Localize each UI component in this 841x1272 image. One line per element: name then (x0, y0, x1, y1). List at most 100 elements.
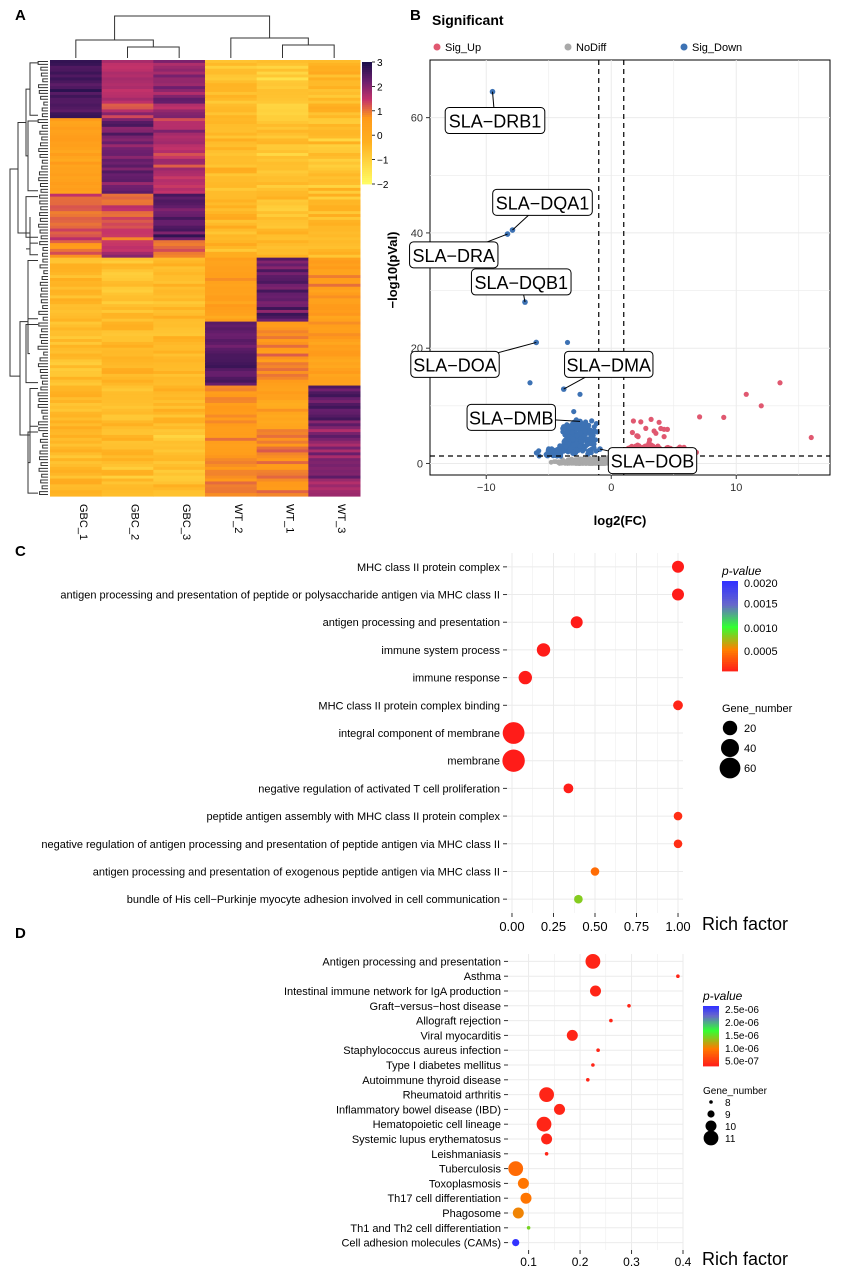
scale-segment (362, 179, 372, 183)
volcano-point-nodiff (598, 459, 604, 464)
term-label: Inflammatory bowel disease (IBD) (336, 1104, 501, 1116)
term-label: antigen processing and presentation (323, 617, 500, 629)
heatmap-cell (153, 423, 206, 427)
volcano-point-down (564, 339, 571, 346)
heatmap-cell (50, 205, 103, 209)
color-legend-segment (703, 1064, 719, 1067)
heatmap-cell (308, 115, 361, 119)
size-legend-label: 10 (725, 1122, 737, 1133)
scale-segment (362, 137, 372, 140)
heatmap-cell (50, 426, 103, 430)
heatmap-cell (205, 490, 258, 494)
heatmap-cell (101, 443, 154, 448)
heatmap-cell (256, 150, 309, 154)
heatmap-cell (256, 275, 309, 279)
heatmap-cell (205, 161, 258, 166)
heatmap-cell (101, 464, 154, 468)
heatmap-cell (50, 382, 103, 387)
heatmap-cell (153, 432, 206, 436)
heatmap-cell (101, 126, 154, 131)
heatmap-cell (101, 388, 154, 392)
heatmap-cell (308, 371, 361, 375)
dendrogram-branch (39, 194, 48, 199)
heatmap-column-label: WT_1 (284, 504, 296, 533)
heatmap-cell (256, 222, 309, 227)
gene-label: SLA−DOB (611, 452, 695, 472)
heatmap-cell (153, 295, 206, 299)
heatmap-cell (50, 466, 103, 471)
heatmap-cell (205, 350, 258, 355)
color-legend-segment (703, 1019, 719, 1022)
heatmap-cell (256, 228, 309, 233)
heatmap-cell (256, 318, 309, 323)
heatmap-cell (50, 487, 103, 491)
heatmap-cell (153, 394, 206, 398)
scale-segment (362, 74, 372, 77)
term-label: Tuberculosis (439, 1164, 501, 1176)
heatmap-cell (256, 109, 309, 113)
heatmap-cell (205, 237, 258, 241)
enrichment-dot (502, 722, 525, 744)
dendrogram-branch (26, 216, 31, 250)
color-legend-segment (722, 594, 738, 598)
dendrogram-branch (40, 374, 48, 379)
dendrogram-branch (38, 177, 48, 182)
heatmap-cell (153, 170, 206, 174)
heatmap-cell (50, 243, 103, 247)
x-tick-label: 10 (730, 482, 742, 494)
enrichment-dot (586, 1078, 590, 1082)
heatmap-cell (50, 458, 103, 462)
color-legend-segment (703, 1036, 719, 1038)
heatmap-cell (308, 254, 361, 259)
color-legend-segment (722, 617, 738, 620)
color-legend-segment (722, 637, 738, 640)
color-legend-segment (703, 1009, 719, 1011)
volcano-point-down (570, 450, 576, 456)
heatmap-cell (205, 312, 258, 317)
dendrogram-branch (41, 380, 48, 385)
scale-segment (362, 145, 372, 148)
heatmap-cell (101, 350, 154, 355)
heatmap-cell (50, 147, 103, 151)
color-legend-segment (722, 650, 738, 654)
enrichment-dot (539, 1087, 554, 1102)
heatmap-cell (256, 167, 309, 172)
heatmap-cell (205, 394, 258, 398)
y-tick-label: 0 (417, 458, 423, 470)
heatmap-cell (153, 115, 206, 119)
heatmap-cell (101, 123, 154, 128)
scale-segment (362, 110, 372, 114)
heatmap-cell (153, 472, 206, 477)
heatmap-cell (50, 312, 103, 317)
term-label: antigen processing and presentation of p… (60, 590, 500, 602)
color-legend-segment (703, 1016, 719, 1019)
heatmap-cell (205, 193, 258, 198)
scale-segment (362, 108, 372, 112)
heatmap-cell (205, 493, 258, 497)
heatmap-cell (308, 298, 361, 302)
dendrogram-branch (39, 438, 48, 443)
heatmap-cell (50, 298, 103, 302)
heatmap-cell (308, 135, 361, 140)
heatmap-cell (308, 179, 361, 183)
heatmap-cell (256, 440, 309, 445)
enrichment-dot (673, 700, 683, 711)
volcano-point-up (721, 414, 727, 420)
heatmap-cell (101, 240, 154, 244)
heatmap-cell (153, 475, 206, 480)
color-legend-segment (703, 1034, 719, 1037)
heatmap-cell (101, 103, 154, 108)
size-legend-title: Gene_number (703, 1086, 768, 1097)
heatmap-cell (101, 141, 154, 145)
heatmap-cell (50, 461, 103, 465)
go-dotplot: MHC class II protein complex antigen proc… (41, 553, 691, 934)
heatmap-cell (50, 71, 103, 76)
heatmap-cell (308, 469, 361, 474)
heatmap-cell (50, 126, 103, 131)
scale-segment (362, 104, 372, 108)
heatmap-cell (205, 365, 258, 369)
color-legend-segment (722, 585, 738, 589)
heatmap-cell (50, 115, 103, 119)
term-label: peptide antigen assembly with MHC class … (207, 811, 501, 823)
heatmap-cell (50, 417, 103, 422)
